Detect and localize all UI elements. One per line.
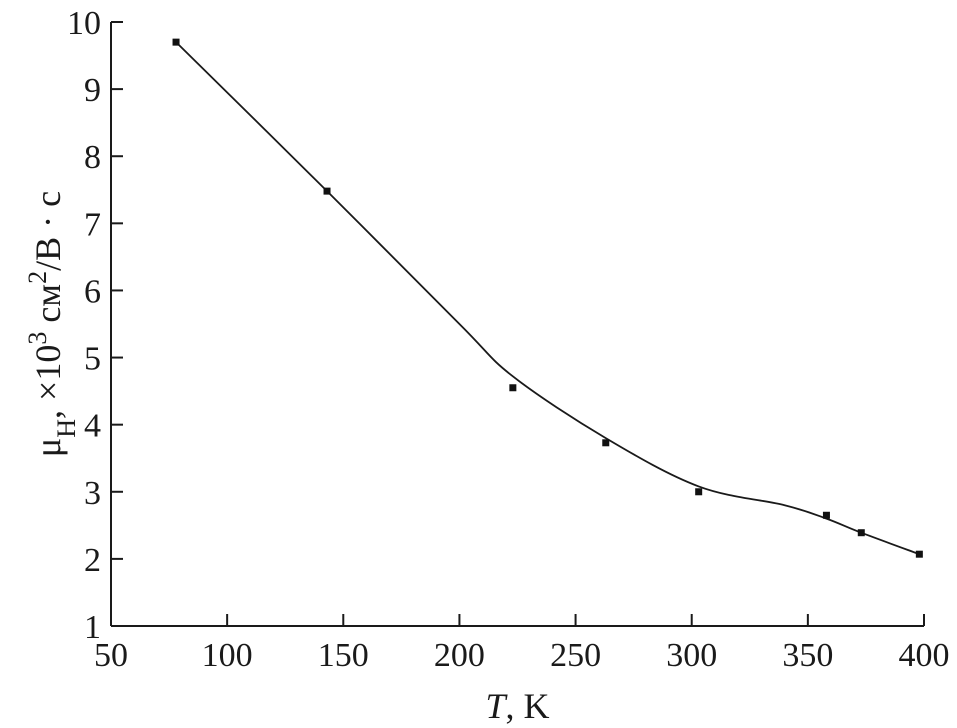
y-tick-label: 1 — [84, 609, 101, 646]
y-axis-ticks: 1 2 3 4 5 6 7 8 9 10 — [67, 5, 123, 646]
x-axis-ticks: 50 100 150 200 250 300 350 400 — [94, 614, 950, 674]
data-point — [695, 488, 703, 496]
y-axis-exponent: 3 — [23, 332, 52, 345]
y-tick-label: 8 — [84, 139, 101, 176]
x-tick-label: 300 — [666, 637, 717, 674]
fit-curve-layer — [175, 41, 920, 556]
axes — [110, 22, 924, 627]
x-axis-symbol: T — [485, 686, 508, 726]
x-axis-title: T, K — [485, 686, 549, 726]
y-tick-label: 5 — [84, 341, 101, 378]
x-axis-unit: , K — [506, 686, 550, 726]
y-tick-label: 2 — [84, 542, 101, 579]
y-tick-label: 6 — [84, 273, 101, 310]
y-axis-unit-cm: см — [28, 284, 68, 332]
data-point — [822, 511, 830, 519]
y-tick-label: 10 — [67, 5, 101, 42]
y-axis-subscript: H — [52, 419, 81, 438]
data-point — [915, 550, 923, 558]
y-tick-label: 3 — [84, 475, 101, 512]
fit-curve — [175, 41, 920, 556]
x-tick-label: 200 — [434, 637, 485, 674]
x-tick-label: 250 — [550, 637, 601, 674]
data-point — [857, 529, 865, 537]
data-point — [172, 38, 180, 46]
data-point — [602, 439, 610, 447]
y-axis-title: μH, ×103 см2/В · с — [23, 191, 81, 457]
y-tick-label: 9 — [84, 72, 101, 109]
x-tick-label: 350 — [782, 637, 833, 674]
x-tick-label: 50 — [94, 637, 128, 674]
x-tick-label: 150 — [318, 637, 369, 674]
data-point — [323, 187, 331, 195]
y-axis-symbol: μ — [28, 438, 68, 457]
data-point — [509, 384, 517, 392]
y-tick-label: 7 — [84, 206, 101, 243]
y-tick-label: 4 — [84, 408, 101, 445]
y-axis-unit-rest: /В · с — [28, 191, 68, 271]
y-axis-multiplier: , ×10 — [28, 345, 68, 419]
x-tick-label: 100 — [202, 637, 253, 674]
y-axis-unit-exponent: 2 — [23, 271, 52, 284]
x-tick-label: 400 — [899, 637, 950, 674]
data-points — [172, 38, 923, 558]
